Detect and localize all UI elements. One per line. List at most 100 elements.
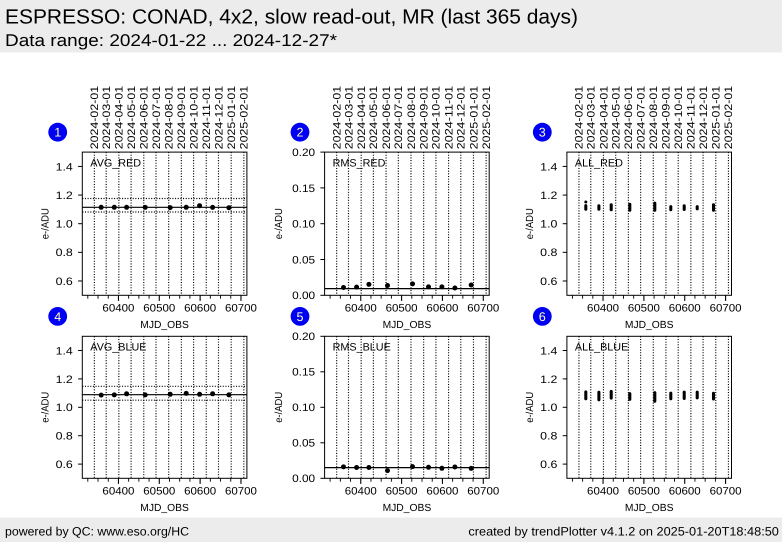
svg-text:60600: 60600 (184, 486, 216, 498)
svg-text:60700: 60700 (225, 303, 257, 315)
svg-text:6: 6 (539, 310, 546, 324)
svg-text:1.0: 1.0 (56, 219, 73, 231)
svg-text:1.0: 1.0 (56, 402, 73, 414)
svg-text:0.10: 0.10 (292, 402, 315, 414)
svg-text:RMS_BLUE: RMS_BLUE (333, 342, 391, 354)
svg-text:2024-05-01: 2024-05-01 (126, 86, 138, 150)
svg-text:60600: 60600 (184, 303, 216, 315)
svg-text:e-/ADU: e-/ADU (274, 392, 285, 423)
svg-text:60500: 60500 (386, 486, 418, 498)
svg-text:1.0: 1.0 (540, 219, 557, 231)
svg-text:e-/ADU: e-/ADU (525, 208, 536, 239)
svg-text:2024-12-01: 2024-12-01 (456, 86, 468, 150)
svg-text:MJD_OBS: MJD_OBS (140, 320, 189, 331)
svg-text:4: 4 (54, 310, 61, 324)
svg-text:60700: 60700 (467, 303, 499, 315)
svg-text:2024-06-01: 2024-06-01 (381, 86, 393, 150)
svg-text:2024-08-01: 2024-08-01 (648, 86, 660, 150)
svg-text:1.0: 1.0 (540, 402, 557, 414)
svg-text:0.8: 0.8 (540, 431, 557, 443)
svg-text:60400: 60400 (345, 303, 377, 315)
svg-text:0.05: 0.05 (292, 438, 315, 450)
svg-text:RMS_RED: RMS_RED (333, 158, 386, 170)
svg-text:MJD_OBS: MJD_OBS (383, 503, 432, 514)
svg-text:2024-03-01: 2024-03-01 (586, 86, 598, 150)
svg-text:60700: 60700 (710, 303, 742, 315)
svg-text:2: 2 (296, 126, 303, 140)
svg-text:0.00: 0.00 (292, 473, 315, 485)
svg-text:e-/ADU: e-/ADU (525, 392, 536, 423)
svg-text:e-/ADU: e-/ADU (41, 208, 52, 239)
svg-text:2024-07-01: 2024-07-01 (151, 86, 163, 150)
svg-text:2024-05-01: 2024-05-01 (611, 86, 623, 150)
svg-text:2024-10-01: 2024-10-01 (673, 86, 685, 150)
svg-text:MJD_OBS: MJD_OBS (625, 503, 674, 514)
svg-text:0.6: 0.6 (540, 276, 557, 288)
svg-text:60400: 60400 (102, 303, 134, 315)
svg-text:60600: 60600 (669, 303, 701, 315)
svg-text:1.2: 1.2 (540, 190, 557, 202)
svg-text:2024-07-01: 2024-07-01 (635, 86, 647, 150)
svg-text:2024-02-01: 2024-02-01 (574, 86, 586, 150)
svg-text:MJD_OBS: MJD_OBS (625, 320, 674, 331)
svg-text:60700: 60700 (467, 486, 499, 498)
svg-text:2024-07-01: 2024-07-01 (393, 86, 405, 150)
svg-text:1.2: 1.2 (56, 374, 73, 386)
svg-text:1.2: 1.2 (56, 190, 73, 202)
svg-text:2024-06-01: 2024-06-01 (139, 86, 151, 150)
svg-text:60500: 60500 (628, 303, 660, 315)
svg-text:1.2: 1.2 (540, 374, 557, 386)
svg-text:0.8: 0.8 (540, 247, 557, 259)
svg-text:MJD_OBS: MJD_OBS (383, 320, 432, 331)
svg-text:2024-11-01: 2024-11-01 (201, 86, 213, 150)
svg-text:2025-01-01: 2025-01-01 (711, 86, 723, 150)
svg-text:created by trendPlotter v4.1.2: created by trendPlotter v4.1.2 on 2025-0… (468, 524, 779, 538)
svg-text:0.20: 0.20 (292, 331, 315, 343)
svg-text:2024-09-01: 2024-09-01 (661, 86, 673, 150)
svg-text:2024-04-01: 2024-04-01 (356, 86, 368, 150)
svg-text:1.4: 1.4 (56, 345, 73, 357)
svg-text:1.4: 1.4 (56, 161, 73, 173)
svg-text:ESPRESSO: CONAD, 4x2, slow rea: ESPRESSO: CONAD, 4x2, slow read-out, MR … (5, 6, 578, 29)
svg-text:1.4: 1.4 (540, 161, 557, 173)
svg-text:2024-02-01: 2024-02-01 (89, 86, 101, 149)
svg-text:60600: 60600 (426, 303, 458, 315)
svg-text:2024-08-01: 2024-08-01 (406, 86, 418, 150)
svg-text:0.00: 0.00 (292, 290, 315, 302)
svg-text:AVG_BLUE: AVG_BLUE (90, 342, 146, 354)
svg-text:e-/ADU: e-/ADU (41, 392, 52, 423)
svg-text:0.8: 0.8 (56, 247, 73, 259)
svg-text:60700: 60700 (225, 486, 257, 498)
svg-text:60400: 60400 (102, 486, 134, 498)
svg-text:0.15: 0.15 (292, 367, 315, 379)
svg-text:60400: 60400 (345, 486, 377, 498)
svg-text:2024-11-01: 2024-11-01 (443, 86, 455, 150)
svg-text:2024-06-01: 2024-06-01 (623, 86, 635, 150)
svg-text:1.4: 1.4 (540, 345, 557, 357)
svg-text:2024-02-01: 2024-02-01 (331, 86, 343, 150)
svg-text:60600: 60600 (426, 486, 458, 498)
svg-text:2025-02-01: 2025-02-01 (481, 86, 493, 150)
svg-text:Data range: 2024-01-22 ... 202: Data range: 2024-01-22 ... 2024-12-27* (5, 31, 337, 50)
svg-text:0.20: 0.20 (292, 147, 315, 159)
svg-text:60400: 60400 (587, 486, 619, 498)
svg-text:ALL_RED: ALL_RED (575, 158, 623, 170)
svg-text:2024-12-01: 2024-12-01 (698, 86, 710, 150)
svg-text:MJD_OBS: MJD_OBS (140, 503, 189, 514)
svg-text:0.8: 0.8 (56, 431, 73, 443)
svg-text:e-/ADU: e-/ADU (274, 208, 285, 239)
svg-text:2024-11-01: 2024-11-01 (686, 86, 698, 150)
svg-text:60700: 60700 (710, 486, 742, 498)
svg-text:2025-01-01: 2025-01-01 (468, 86, 480, 150)
svg-text:2024-03-01: 2024-03-01 (101, 86, 113, 149)
svg-text:60500: 60500 (628, 486, 660, 498)
svg-text:0.6: 0.6 (540, 459, 557, 471)
svg-text:ALL_BLUE: ALL_BLUE (575, 342, 628, 354)
svg-text:0.6: 0.6 (56, 276, 73, 288)
svg-text:2024-08-01: 2024-08-01 (163, 86, 175, 150)
svg-text:AVG_RED: AVG_RED (90, 158, 141, 170)
svg-text:2024-03-01: 2024-03-01 (343, 86, 355, 150)
svg-text:3: 3 (539, 126, 546, 140)
svg-text:60400: 60400 (587, 303, 619, 315)
svg-text:60500: 60500 (143, 303, 175, 315)
